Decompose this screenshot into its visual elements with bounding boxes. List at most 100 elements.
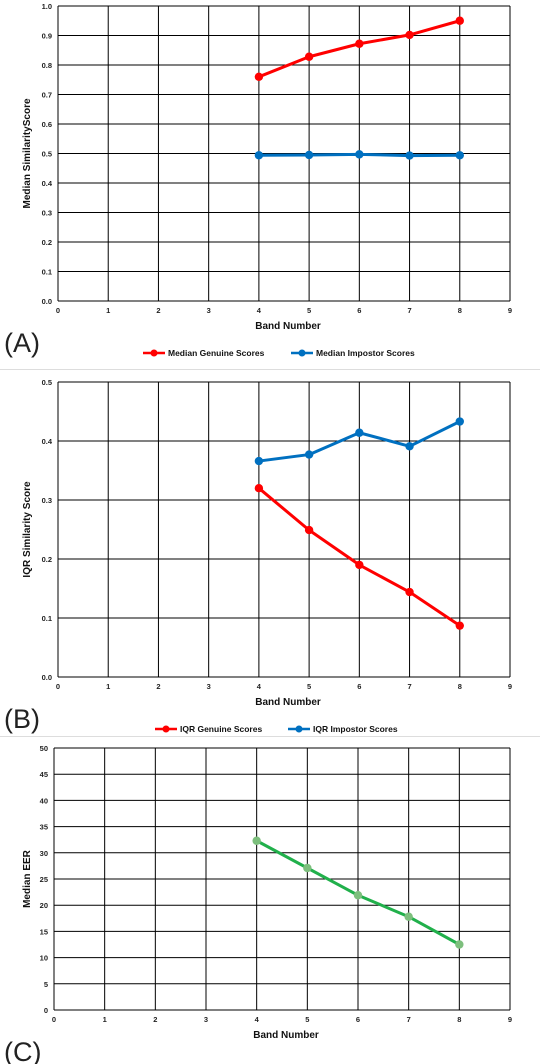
data-point <box>455 417 464 426</box>
y-tick-label: 0.7 <box>42 91 52 100</box>
legend-marker <box>150 349 158 357</box>
y-tick-label: 35 <box>40 823 48 832</box>
y-tick-label: 0.4 <box>42 437 53 446</box>
y-tick-label: 0.1 <box>42 268 52 277</box>
data-point <box>304 150 314 160</box>
panel-label: (A) <box>4 328 40 358</box>
y-tick-label: 0.8 <box>42 61 52 70</box>
x-tick-label: 5 <box>305 1015 309 1024</box>
y-tick-label: 0.0 <box>42 673 52 682</box>
panel-label: (C) <box>4 1037 41 1064</box>
data-point <box>455 940 464 949</box>
x-tick-label: 0 <box>56 682 60 691</box>
x-tick-label: 0 <box>52 1015 56 1024</box>
x-tick-label: 4 <box>255 1015 260 1024</box>
data-point <box>254 484 264 493</box>
data-point <box>304 450 314 459</box>
chart-svg: 0.0 0.1 0.2 0.3 0.4 0.5 0 1 2 3 4 5 6 7 8 9 Band Number I… <box>4 378 512 734</box>
y-tick-label: 0.5 <box>42 150 52 159</box>
data-point <box>303 863 312 873</box>
x-axis-title: Band Number <box>253 1030 319 1041</box>
legend-label: IQR Impostor Scores <box>313 724 398 734</box>
legend: Median Genuine Scores Median Impostor Sco… <box>143 348 415 358</box>
y-tick-label: 0.9 <box>42 32 52 41</box>
x-tick-label: 3 <box>207 682 211 691</box>
y-tick-label: 0.5 <box>42 378 52 387</box>
legend-label: Median Impostor Scores <box>316 348 415 358</box>
data-point <box>304 52 314 61</box>
y-tick-label: 0.0 <box>42 297 52 306</box>
x-tick-label: 0 <box>56 306 60 315</box>
x-tick-label: 1 <box>103 1015 107 1024</box>
data-point <box>355 428 364 437</box>
series-1 <box>254 150 464 160</box>
legend-marker <box>298 349 306 357</box>
data-point <box>252 836 261 845</box>
gridlines <box>53 747 511 1011</box>
data-point <box>254 72 264 82</box>
series-0 <box>254 16 464 82</box>
x-tick-label: 3 <box>207 306 211 315</box>
data-point <box>404 912 413 921</box>
x-tick-label: 4 <box>257 682 262 691</box>
y-tick-label: 0.3 <box>42 496 52 505</box>
x-tick-label: 8 <box>458 306 462 315</box>
y-tick-label: 10 <box>40 954 48 963</box>
y-tick-label: 45 <box>40 770 48 779</box>
chart-svg: 0.0 0.1 0.2 0.3 0.4 0.5 0.6 0.7 0.8 0.9 1.0 0 1 2 3 4 5 6… <box>4 2 512 358</box>
x-tick-label: 3 <box>204 1015 208 1024</box>
y-tick-label: 0.6 <box>42 120 52 129</box>
x-tick-label: 8 <box>457 1015 461 1024</box>
panel-divider <box>0 369 540 370</box>
y-axis-title: Median SimilarityScore <box>22 98 33 208</box>
data-point <box>254 151 264 160</box>
y-tick-label: 25 <box>40 875 48 884</box>
x-tick-label: 1 <box>106 306 110 315</box>
series-1 <box>254 417 464 466</box>
y-tick-label: 0.2 <box>42 555 52 564</box>
y-tick-label: 50 <box>40 744 48 753</box>
x-tick-label: 4 <box>257 306 262 315</box>
y-tick-label: 0.3 <box>42 209 52 218</box>
data-point <box>355 560 364 570</box>
legend-label: Median Genuine Scores <box>168 348 265 358</box>
y-tick-label: 0.4 <box>42 179 53 188</box>
x-tick-label: 2 <box>153 1015 157 1024</box>
data-point <box>455 151 464 160</box>
data-point <box>353 891 363 900</box>
y-tick-label: 0.1 <box>42 614 52 623</box>
x-tick-label: 9 <box>508 1015 512 1024</box>
panel-divider <box>0 736 540 737</box>
y-tick-label: 40 <box>40 796 48 805</box>
gridlines <box>57 381 511 678</box>
data-point <box>455 621 464 630</box>
data-point <box>254 456 264 466</box>
chart-c: 0 5 10 15 20 25 30 35 40 45 50 0 1 2 3 4 5 6 7 8 9 Band Numbe… <box>0 738 540 1064</box>
chart-a: 0.0 0.1 0.2 0.3 0.4 0.5 0.6 0.7 0.8 0.9 1.0 0 1 2 3 4 5 6… <box>0 0 540 368</box>
gridlines <box>57 5 511 302</box>
x-tick-label: 2 <box>156 682 160 691</box>
legend-marker <box>295 725 303 733</box>
data-point <box>355 39 364 48</box>
data-point <box>355 150 364 159</box>
chart-b: 0.0 0.1 0.2 0.3 0.4 0.5 0 1 2 3 4 5 6 7 8 9 Band Number I… <box>0 370 540 734</box>
y-tick-label: 20 <box>40 901 48 910</box>
x-tick-label: 9 <box>508 682 512 691</box>
y-tick-label: 0.2 <box>42 238 52 247</box>
y-tick-label: 30 <box>40 849 48 858</box>
data-point <box>455 16 464 25</box>
x-tick-label: 6 <box>357 682 361 691</box>
data-point <box>405 587 414 597</box>
x-tick-label: 7 <box>407 306 411 315</box>
y-tick-label: 0 <box>44 1006 48 1015</box>
x-axis-title: Band Number <box>255 321 321 332</box>
x-axis-title: Band Number <box>255 697 321 708</box>
data-point <box>405 30 414 40</box>
x-tick-label: 6 <box>357 306 361 315</box>
x-tick-label: 7 <box>407 1015 411 1024</box>
data-point <box>405 151 414 160</box>
x-tick-label: 5 <box>307 682 311 691</box>
data-point <box>405 442 414 451</box>
series-0 <box>254 484 464 630</box>
